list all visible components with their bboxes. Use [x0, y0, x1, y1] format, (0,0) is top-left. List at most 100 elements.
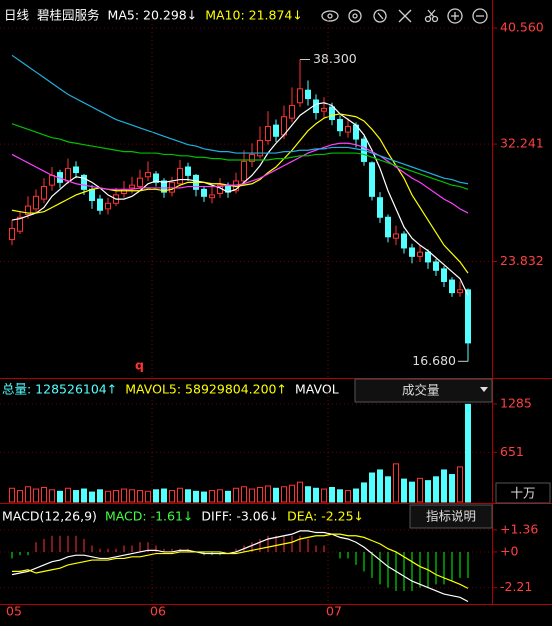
candle-body	[393, 233, 399, 239]
volume-bar	[273, 487, 279, 503]
zoom-in-icon[interactable]	[447, 8, 463, 24]
y-tick-label: +1.36	[500, 521, 538, 536]
help-button-label: 指标说明	[426, 509, 476, 524]
candle-body	[49, 174, 55, 186]
volume-bar	[353, 488, 359, 503]
candle-body	[145, 172, 151, 178]
volume-bar	[41, 487, 47, 503]
candle-body	[425, 251, 431, 263]
macd-line	[11, 530, 469, 603]
candle-body	[137, 177, 143, 188]
pin-icon[interactable]	[373, 9, 387, 23]
volume-bar	[337, 489, 343, 503]
volume-bar	[33, 488, 39, 503]
y-tick-label: 651	[500, 444, 524, 459]
ma-line	[11, 123, 469, 190]
candle-body	[449, 279, 455, 294]
volume-bar	[233, 487, 239, 503]
volume-bar	[25, 486, 31, 503]
candle-body	[257, 139, 263, 157]
x-tick-label: 06	[150, 604, 166, 619]
ma-line	[11, 54, 469, 185]
candle-body	[265, 126, 271, 141]
eye-icon[interactable]	[321, 10, 339, 22]
candle-body	[321, 107, 327, 112]
volume-bar	[305, 486, 311, 503]
zoom-out-icon[interactable]	[472, 8, 488, 24]
candle-body	[289, 105, 295, 119]
volume-bar	[121, 488, 127, 503]
volume-bar	[201, 491, 207, 503]
settings-icon[interactable]	[348, 9, 362, 23]
volume-bar	[265, 485, 271, 503]
volume-bar	[257, 487, 263, 503]
volume-bar	[137, 490, 143, 503]
candle-body	[41, 186, 47, 200]
candle-body	[81, 174, 87, 190]
volume-bar	[417, 477, 423, 503]
volume-bar	[361, 482, 367, 503]
legend-entry: DEA: -2.25↓	[287, 509, 364, 524]
volume-bar	[65, 487, 71, 503]
volume-bar	[57, 490, 63, 503]
volume-bar	[457, 466, 463, 503]
help-button[interactable]	[409, 504, 493, 529]
candle-body	[401, 233, 407, 249]
candle-body	[9, 227, 15, 241]
volume-bar	[169, 490, 175, 503]
volume-bar	[17, 490, 23, 503]
legend-entry: MA5: 20.298↓	[108, 8, 198, 23]
candle-body	[345, 126, 351, 133]
volume-bar	[345, 490, 351, 503]
marker-text: q	[135, 358, 144, 373]
volume-bar	[209, 490, 215, 503]
volume-bar	[49, 489, 55, 503]
annotation: 38.300	[313, 51, 357, 66]
volume-bar	[217, 489, 223, 503]
volume-bar	[289, 484, 295, 503]
dropdown-arrow	[480, 387, 488, 392]
candle-body	[17, 216, 23, 232]
scissor-icon[interactable]	[424, 9, 439, 23]
legend-entry: MAVOL5: 58929804.200↑	[125, 382, 287, 397]
volume-bar	[145, 490, 151, 503]
candle-body	[153, 173, 159, 183]
volume-bar	[449, 474, 455, 503]
candle-body	[89, 188, 95, 202]
candle-body	[377, 197, 383, 218]
legend-entry: 碧桂园服务	[37, 8, 100, 23]
y-tick-label: 32.241	[500, 136, 544, 151]
legend-entry: MACD(12,26,9)	[2, 509, 97, 524]
candle-body	[241, 160, 247, 182]
volume-bar	[105, 490, 111, 503]
volume-bar	[241, 486, 247, 503]
volume-bar	[409, 481, 415, 503]
volume-bar	[177, 487, 183, 503]
ma-line	[11, 113, 469, 274]
x-tick-label: 05	[6, 604, 22, 619]
volume-bar	[193, 490, 199, 503]
y-tick-label: 1285	[500, 395, 532, 410]
volume-bar	[465, 403, 471, 503]
legend-entry: 总量: 128526104↑	[2, 382, 117, 397]
candle-body	[385, 216, 391, 238]
candle-body	[185, 166, 191, 176]
volume-bar	[73, 490, 79, 503]
candle-body	[97, 198, 103, 211]
candle-body	[337, 119, 343, 132]
candle-body	[329, 106, 335, 121]
indicator-dropdown[interactable]	[354, 378, 493, 403]
volume-bar	[369, 472, 375, 503]
candle-body	[369, 162, 375, 197]
volume-bar	[249, 488, 255, 503]
candle-body	[73, 166, 79, 174]
close-icon[interactable]	[398, 9, 412, 23]
y-tick-label: +0	[500, 543, 518, 558]
candle-body	[457, 289, 463, 294]
candle-body	[273, 124, 279, 137]
volume-bar	[225, 490, 231, 503]
macd-line	[12, 533, 469, 589]
candle-body	[249, 153, 255, 162]
volume-bar	[153, 489, 159, 503]
